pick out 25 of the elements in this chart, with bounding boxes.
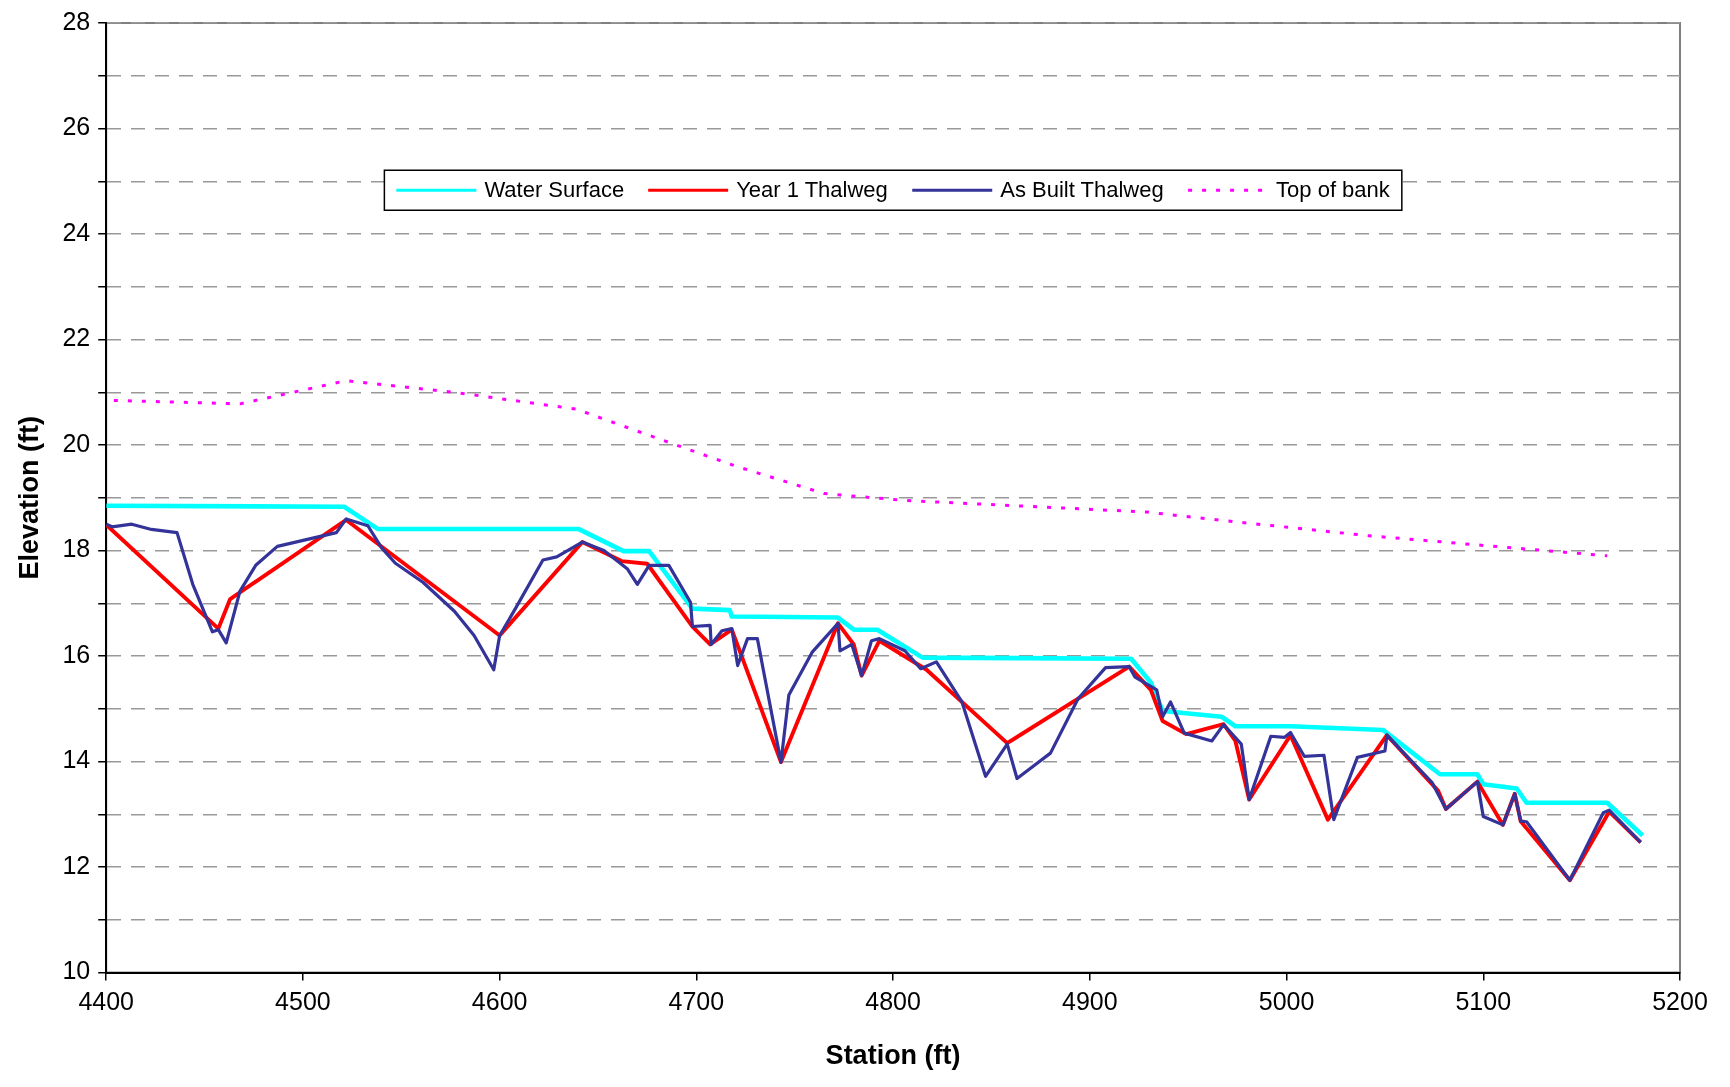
x-tick-label: 4400 bbox=[78, 987, 135, 1016]
x-tick-label: 4500 bbox=[275, 987, 331, 1016]
legend-label: Water Surface bbox=[484, 177, 625, 203]
y-tick-label: 16 bbox=[62, 639, 91, 668]
x-tick-label: 5200 bbox=[1652, 987, 1708, 1016]
y-tick-label: 12 bbox=[62, 850, 91, 879]
y-tick-label: 28 bbox=[62, 6, 91, 35]
x-tick-label: 5100 bbox=[1455, 987, 1512, 1016]
y-tick-label: 10 bbox=[62, 956, 91, 985]
x-tick-label: 4900 bbox=[1062, 987, 1118, 1016]
x-tick-label: 4600 bbox=[471, 987, 528, 1016]
y-axis-title: Elevation (ft) bbox=[13, 416, 44, 580]
x-tick-label: 4700 bbox=[668, 987, 725, 1016]
x-tick-label: 5000 bbox=[1258, 987, 1315, 1016]
y-tick-label: 22 bbox=[62, 323, 91, 352]
y-tick-label: 20 bbox=[62, 428, 91, 457]
y-tick-label: 18 bbox=[62, 534, 91, 563]
legend-label: Year 1 Thalweg bbox=[736, 177, 888, 203]
legend-label: Top of bank bbox=[1276, 177, 1391, 203]
y-tick-label: 24 bbox=[62, 217, 91, 246]
y-tick-label: 14 bbox=[62, 745, 91, 774]
x-tick-label: 4800 bbox=[865, 987, 921, 1016]
legend-label: As Built Thalweg bbox=[1000, 177, 1164, 203]
y-tick-label: 26 bbox=[62, 112, 91, 141]
x-axis-title: Station (ft) bbox=[825, 1040, 961, 1071]
